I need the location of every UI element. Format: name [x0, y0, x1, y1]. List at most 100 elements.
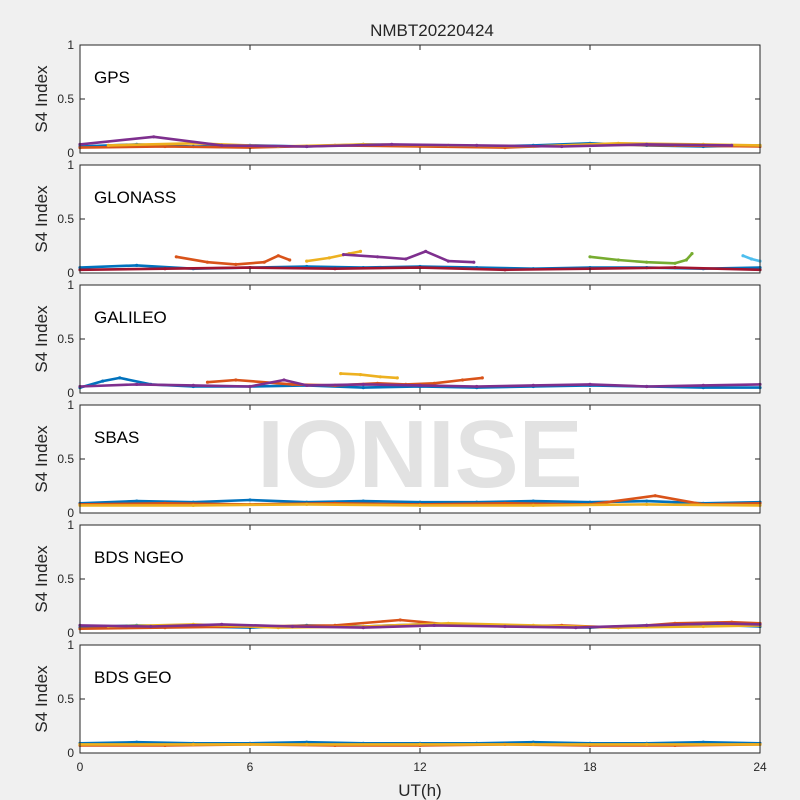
- panels-group: 0 0.5 1 S4 Index GPS 0 0.5 1 S4 Index GLONASS 0 0.5…: [32, 38, 767, 774]
- y-tick-label: 0.5: [57, 692, 74, 706]
- data-point: [327, 256, 331, 260]
- data-point: [673, 266, 677, 270]
- data-point: [475, 143, 479, 147]
- data-point: [262, 260, 266, 264]
- data-point: [305, 144, 309, 149]
- series-line: [342, 250, 476, 264]
- x-tick-label: 24: [753, 760, 767, 774]
- series-line: [339, 372, 399, 380]
- x-tick-label: 12: [413, 760, 427, 774]
- data-point: [480, 376, 484, 380]
- panel-sbas: IONISE 0 0.5 1 S4 Index SBAS: [32, 398, 762, 520]
- data-point: [290, 382, 295, 386]
- data-point: [673, 261, 677, 265]
- data-point: [531, 383, 535, 387]
- y-tick-label: 1: [67, 398, 74, 412]
- data-point: [135, 499, 139, 503]
- panel-bds-ngeo: 0 0.5 1 S4 Index BDS NGEO: [32, 518, 762, 640]
- data-point: [574, 626, 578, 630]
- y-tick-label: 1: [67, 158, 74, 172]
- x-tick-label: 6: [247, 760, 254, 774]
- data-point: [616, 258, 620, 262]
- data-point: [101, 379, 105, 383]
- data-point: [290, 624, 295, 629]
- series-line: [78, 494, 762, 506]
- data-point: [398, 618, 402, 622]
- data-point: [118, 376, 122, 380]
- panel-label: BDS NGEO: [94, 548, 184, 567]
- y-axis-label: S4 Index: [32, 545, 51, 613]
- plot-area: [80, 645, 760, 753]
- data-point: [149, 624, 153, 629]
- data-point: [645, 260, 649, 264]
- panel-bds-geo: 0 0.5 1 S4 Index BDS GEO: [32, 638, 762, 760]
- series-line: [78, 378, 762, 388]
- data-point: [361, 626, 365, 630]
- data-point: [288, 258, 292, 262]
- y-tick-label: 1: [67, 518, 74, 532]
- data-point: [424, 249, 428, 253]
- data-point: [503, 501, 507, 505]
- y-axis-label: S4 Index: [32, 185, 51, 253]
- data-point: [684, 258, 688, 262]
- data-point: [418, 503, 422, 507]
- plot-area: [80, 405, 760, 513]
- data-point: [135, 382, 139, 386]
- data-point: [460, 378, 465, 382]
- data-point: [418, 500, 422, 504]
- x-tick-label: 18: [583, 760, 597, 774]
- y-tick-label: 0: [67, 266, 74, 280]
- y-tick-label: 0.5: [57, 452, 74, 466]
- data-point: [690, 252, 694, 256]
- data-point: [749, 257, 754, 261]
- data-point: [191, 503, 195, 507]
- panel-galileo: 0 0.5 1 S4 Index GALILEO: [32, 278, 762, 400]
- data-point: [163, 144, 167, 149]
- data-point: [305, 742, 309, 747]
- plot-area: [80, 165, 760, 273]
- data-point: [358, 373, 363, 377]
- data-point: [305, 502, 309, 506]
- data-point: [135, 740, 139, 744]
- data-point: [248, 498, 252, 502]
- y-tick-label: 0: [67, 146, 74, 160]
- plot-area: [80, 525, 760, 633]
- data-point: [305, 383, 309, 387]
- data-point: [205, 380, 210, 384]
- data-point: [234, 262, 238, 266]
- series-line: [175, 254, 292, 266]
- data-point: [588, 255, 592, 259]
- data-point: [418, 383, 422, 387]
- data-point: [375, 255, 380, 259]
- data-point: [472, 260, 476, 264]
- y-axis-label: S4 Index: [32, 425, 51, 493]
- data-point: [361, 382, 365, 386]
- data-point: [645, 142, 649, 146]
- data-point: [106, 143, 110, 147]
- data-point: [531, 503, 535, 507]
- data-point: [152, 135, 156, 139]
- data-point: [446, 621, 450, 625]
- data-point: [333, 267, 337, 271]
- y-tick-label: 0.5: [57, 212, 74, 226]
- data-point: [390, 142, 394, 146]
- data-point: [418, 742, 422, 747]
- data-point: [163, 501, 167, 505]
- data-point: [361, 499, 365, 503]
- data-point: [234, 378, 238, 382]
- data-point: [560, 144, 564, 149]
- data-point: [174, 255, 178, 259]
- y-axis-label: S4 Index: [32, 65, 51, 133]
- data-point: [645, 742, 649, 747]
- data-point: [645, 384, 649, 389]
- data-point: [282, 378, 286, 382]
- data-point: [418, 266, 422, 270]
- series-line: [305, 250, 362, 263]
- y-tick-label: 1: [67, 38, 74, 52]
- y-axis-label: S4 Index: [32, 305, 51, 373]
- data-point: [191, 742, 195, 747]
- data-point: [361, 386, 365, 390]
- data-point: [531, 740, 535, 744]
- plot-area: [80, 285, 760, 393]
- x-axis-label: UT(h): [398, 781, 441, 800]
